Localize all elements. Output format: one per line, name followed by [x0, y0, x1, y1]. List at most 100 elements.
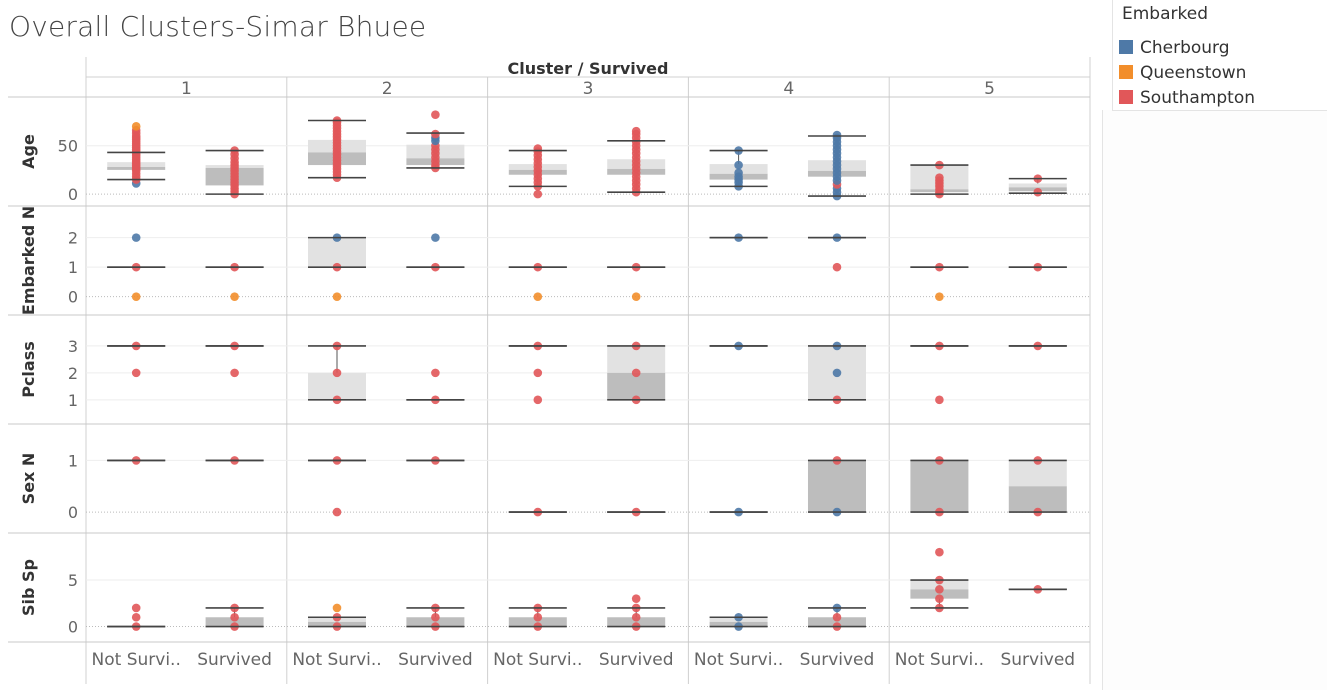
data-point: [131, 612, 141, 622]
box-lower: [910, 589, 969, 599]
row-label: Embarked N: [19, 206, 38, 315]
box-lower: [910, 460, 969, 513]
tick-label: 2: [68, 364, 78, 383]
box-lower: [607, 372, 666, 400]
cluster-label: 2: [382, 79, 393, 99]
legend-swatch: [1119, 65, 1133, 79]
box-upper: [308, 237, 366, 268]
data-point: [332, 292, 342, 301]
data-point: [935, 395, 944, 405]
survived-label: Survived: [398, 650, 473, 670]
legend-item-southampton[interactable]: Southampton: [1119, 88, 1255, 108]
cluster-label: 1: [181, 79, 192, 99]
data-point: [734, 168, 743, 178]
box-upper: [607, 345, 666, 373]
box-lower: [807, 617, 866, 627]
box-upper: [1008, 460, 1067, 487]
legend-item-queenstown[interactable]: Queenstown: [1119, 63, 1246, 83]
data-point: [935, 585, 944, 594]
legend-item-cherbourg[interactable]: Cherbourg: [1119, 38, 1230, 58]
data-point: [533, 395, 543, 405]
tick-label: 5: [68, 571, 78, 590]
legend-swatch: [1119, 40, 1133, 54]
data-point: [935, 292, 944, 301]
page-title: Overall Clusters-Simar Bhuee: [9, 10, 427, 43]
tick-label: 3: [68, 337, 78, 356]
data-point: [935, 173, 944, 182]
survived-label: Not Survi..: [92, 650, 181, 670]
survived-label: Not Survi..: [694, 650, 783, 670]
data-point: [1033, 187, 1043, 197]
survived-label: Not Survi..: [493, 650, 582, 670]
survived-label: Survived: [197, 650, 272, 670]
row-label: Pclass: [19, 341, 38, 398]
box-upper: [910, 580, 969, 590]
data-point: [631, 368, 641, 378]
data-point: [533, 612, 543, 622]
data-point: [431, 612, 440, 622]
tick-label: 50: [58, 137, 78, 156]
data-point: [230, 368, 239, 378]
data-point: [230, 292, 239, 301]
data-point: [131, 368, 141, 378]
divider: [1102, 110, 1103, 690]
data-point: [631, 612, 641, 622]
data-point: [431, 110, 440, 119]
survived-label: Not Survi..: [895, 650, 984, 670]
box-upper: [308, 372, 366, 400]
survived-label: Survived: [800, 650, 875, 670]
tick-label: 0: [68, 185, 78, 204]
data-point: [734, 160, 743, 170]
data-point: [832, 262, 842, 272]
data-point: [431, 129, 440, 139]
data-point: [431, 233, 440, 242]
legend-label: Queenstown: [1140, 63, 1247, 83]
data-point: [935, 547, 944, 557]
data-point: [631, 594, 641, 603]
data-point: [631, 292, 641, 301]
data-point: [533, 368, 543, 378]
data-point: [131, 603, 141, 613]
tick-label: 1: [68, 391, 78, 410]
data-point: [631, 126, 641, 136]
data-point: [131, 292, 141, 301]
data-point: [431, 368, 440, 378]
survived-label: Survived: [599, 650, 674, 670]
cluster-label: 3: [583, 79, 594, 99]
box-lower: [1008, 486, 1067, 513]
data-point: [131, 233, 141, 242]
box-lower: [807, 460, 866, 513]
box-lower: [205, 617, 264, 627]
data-point: [332, 507, 342, 517]
legend-title: Embarked: [1122, 4, 1208, 24]
data-point: [935, 594, 944, 603]
cluster-label: 5: [984, 79, 995, 99]
legend-label: Cherbourg: [1140, 38, 1230, 58]
tick-label: 0: [68, 618, 78, 637]
tick-label: 1: [68, 451, 78, 470]
legend-swatch: [1119, 90, 1133, 104]
data-point: [533, 292, 543, 301]
box-lower: [406, 617, 465, 627]
data-point: [131, 122, 141, 131]
row-label: Sex N: [19, 453, 38, 505]
box-lower: [508, 617, 567, 627]
data-point: [832, 130, 842, 140]
box-plot-chart: Cluster / Survived 1 2 3 4 5 Not Survi.. Surviv…: [8, 57, 1091, 684]
tick-label: 0: [68, 503, 78, 522]
data-point: [832, 612, 842, 622]
column-header: Cluster / Survived: [508, 59, 669, 78]
box-lower: [607, 617, 666, 627]
survived-label: Survived: [1000, 650, 1075, 670]
side-panel: [1103, 110, 1327, 690]
box-upper: [1008, 183, 1067, 188]
data-point: [832, 368, 842, 378]
data-point: [332, 368, 342, 378]
tick-label: 2: [68, 229, 78, 248]
legend-label: Southampton: [1140, 88, 1256, 108]
cluster-label: 4: [783, 79, 794, 99]
tick-label: 1: [68, 258, 78, 277]
data-point: [230, 612, 239, 622]
data-point: [533, 189, 543, 199]
row-label: Age: [19, 134, 38, 169]
